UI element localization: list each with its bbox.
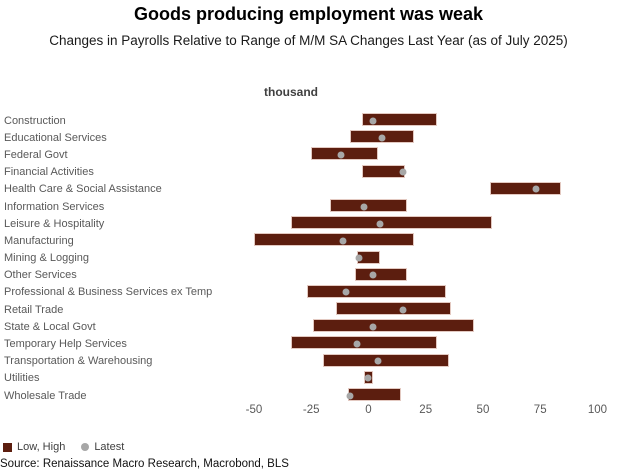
x-tick-label: 0 [365, 404, 372, 416]
chart-row: Information Services [0, 198, 608, 215]
range-bar [329, 198, 408, 212]
chart-row: Leisure & Hospitality [0, 215, 608, 232]
row-plot [248, 164, 608, 181]
range-bar [354, 267, 408, 281]
category-label: Retail Trade [4, 303, 64, 316]
range-bar [489, 181, 561, 195]
category-label: Transportation & Warehousing [4, 355, 153, 368]
chart-row: Transportation & Warehousing [0, 353, 608, 370]
row-plot [248, 318, 608, 335]
range-bar [290, 336, 438, 350]
chart-row: Health Care & Social Assistance [0, 181, 608, 198]
latest-dot [399, 168, 407, 176]
range-bar [313, 319, 474, 333]
category-label: Utilities [4, 372, 40, 385]
range-bar [322, 353, 449, 367]
chart-row: Wholesale Trade [0, 387, 608, 404]
row-plot [248, 387, 608, 404]
latest-dot [364, 374, 372, 382]
row-plot [248, 370, 608, 387]
latest-dot [342, 288, 350, 296]
category-label: Health Care & Social Assistance [4, 183, 162, 196]
latest-dot [376, 220, 384, 228]
chart-row: Other Services [0, 267, 608, 284]
category-label: State & Local Govt [4, 320, 96, 333]
chart-row: Manufacturing [0, 232, 608, 249]
x-axis: -50 -25 0 25 50 75 100 [245, 404, 608, 419]
legend-latest-dot [81, 443, 90, 451]
chart-row: Utilities [0, 370, 608, 387]
latest-dot [399, 306, 407, 314]
x-tick-label: 50 [476, 404, 490, 416]
category-label: Manufacturing [4, 234, 74, 247]
row-plot [248, 335, 608, 352]
latest-dot [355, 254, 363, 262]
chart-row: State & Local Govt [0, 318, 608, 335]
category-label: Construction [4, 114, 66, 127]
chart-row: Financial Activities [0, 164, 608, 181]
x-tick-label: 75 [533, 404, 547, 416]
latest-dot [346, 392, 354, 400]
row-plot [248, 215, 608, 232]
latest-dot [532, 185, 540, 193]
latest-dot [378, 134, 386, 142]
category-label: Other Services [4, 269, 77, 282]
category-label: Information Services [4, 200, 105, 213]
chart-row: Mining & Logging [0, 250, 608, 267]
row-plot [248, 198, 608, 215]
range-bar [306, 284, 447, 298]
x-tick-label: 100 [587, 404, 608, 416]
row-plot [248, 112, 608, 129]
legend-range-swatch [3, 442, 12, 452]
category-label: Temporary Help Services [4, 338, 127, 351]
category-label: Educational Services [4, 131, 107, 144]
row-plot [248, 301, 608, 318]
latest-dot [337, 151, 345, 159]
range-bar [336, 302, 451, 316]
axis-unit-label: thousand [264, 85, 318, 99]
category-label: Leisure & Hospitality [4, 217, 105, 230]
row-plot [248, 250, 608, 267]
chart-title: Goods producing employment was weak [133, 4, 484, 24]
legend: Low, High Latest [3, 441, 124, 453]
chart-row: Federal Govt [0, 146, 608, 163]
row-plot [248, 267, 608, 284]
latest-dot [369, 271, 377, 279]
latest-dot [360, 203, 368, 211]
legend-latest-label: Latest [94, 441, 125, 453]
latest-dot [374, 357, 382, 365]
chart-row: Temporary Help Services [0, 335, 608, 352]
latest-dot [369, 323, 377, 331]
legend-range-label: Low, High [17, 441, 66, 453]
category-label: Mining & Logging [4, 252, 90, 265]
latest-dot [369, 117, 377, 125]
row-plot [248, 181, 608, 198]
row-plot [248, 284, 608, 301]
row-plot [248, 129, 608, 146]
x-tick-label: 25 [419, 404, 433, 416]
chart-row: Construction [0, 112, 608, 129]
range-bar [253, 233, 415, 247]
row-plot [248, 232, 608, 249]
category-label: Professional & Business Services ex Temp [4, 286, 213, 299]
range-bar [290, 216, 493, 230]
x-tick-label: -50 [245, 404, 263, 416]
category-label: Financial Activities [4, 166, 94, 179]
x-tick-label: -25 [302, 404, 320, 416]
category-label: Federal Govt [4, 148, 68, 161]
row-plot [248, 146, 608, 163]
chart-row: Educational Services [0, 129, 608, 146]
range-bar [347, 388, 401, 401]
latest-dot [339, 237, 347, 245]
category-label: Wholesale Trade [4, 389, 87, 402]
row-plot [248, 353, 608, 370]
plot-area: Construction Educational Services Federal … [0, 112, 608, 404]
chart-row: Retail Trade [0, 301, 608, 318]
chart-row: Professional & Business Services ex Temp [0, 284, 608, 301]
source-note: Source: Renaissance Macro Research, Macr… [0, 458, 289, 470]
latest-dot [353, 340, 361, 348]
chart-subtitle: Changes in Payrolls Relative to Range of… [49, 33, 568, 48]
range-bar [361, 113, 438, 126]
